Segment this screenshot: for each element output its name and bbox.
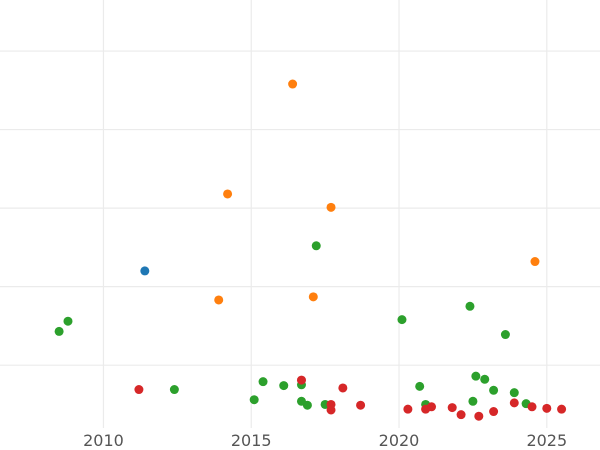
data-point-series-2-3 <box>249 395 259 405</box>
data-point-series-2-17 <box>480 374 490 384</box>
data-point-series-2-0 <box>54 326 64 336</box>
data-point-series-2-10 <box>311 241 321 251</box>
data-point-series-3-11 <box>474 411 484 421</box>
data-point-series-2-8 <box>302 400 312 410</box>
data-point-series-2-19 <box>500 330 510 340</box>
data-point-series-1-1 <box>223 189 233 199</box>
data-point-series-2-14 <box>465 301 475 311</box>
x-tick-label-2015: 2015 <box>231 431 272 450</box>
data-point-series-3-4 <box>338 383 348 393</box>
data-points <box>54 79 567 421</box>
data-point-series-1-3 <box>308 292 318 302</box>
data-point-series-1-2 <box>288 79 298 89</box>
x-tick-label-2025: 2025 <box>526 431 567 450</box>
x-tick-label-2020: 2020 <box>379 431 420 450</box>
data-point-series-2-12 <box>415 381 425 391</box>
data-point-series-1-4 <box>326 202 336 212</box>
data-point-series-3-6 <box>403 404 413 414</box>
data-point-series-2-15 <box>468 396 478 406</box>
data-point-series-2-5 <box>279 381 289 391</box>
data-point-series-3-13 <box>509 398 519 408</box>
data-point-series-2-16 <box>471 371 481 381</box>
data-point-series-3-1 <box>296 375 306 385</box>
data-point-series-2-2 <box>169 385 179 395</box>
data-point-series-2-11 <box>397 315 407 325</box>
data-point-series-3-14 <box>527 402 537 412</box>
data-point-series-3-16 <box>557 404 567 414</box>
gridlines <box>0 0 600 428</box>
data-point-series-3-9 <box>447 403 457 413</box>
data-point-series-3-12 <box>489 407 499 417</box>
data-point-series-2-4 <box>258 377 268 387</box>
data-point-series-3-5 <box>356 400 366 410</box>
data-point-series-1-0 <box>214 295 224 305</box>
data-point-series-2-1 <box>63 316 73 326</box>
data-point-series-2-20 <box>509 388 519 398</box>
x-tick-label-2010: 2010 <box>83 431 124 450</box>
data-point-series-3-3 <box>326 405 336 415</box>
data-point-series-1-5 <box>530 257 540 267</box>
data-point-series-0-0 <box>140 266 150 276</box>
data-point-series-2-18 <box>489 385 499 395</box>
data-point-series-3-15 <box>542 403 552 413</box>
data-point-series-3-0 <box>134 385 144 395</box>
data-point-series-3-10 <box>456 410 466 420</box>
x-axis-ticks: 2010 2015 2020 2025 <box>83 431 567 450</box>
data-point-series-3-8 <box>427 402 437 412</box>
